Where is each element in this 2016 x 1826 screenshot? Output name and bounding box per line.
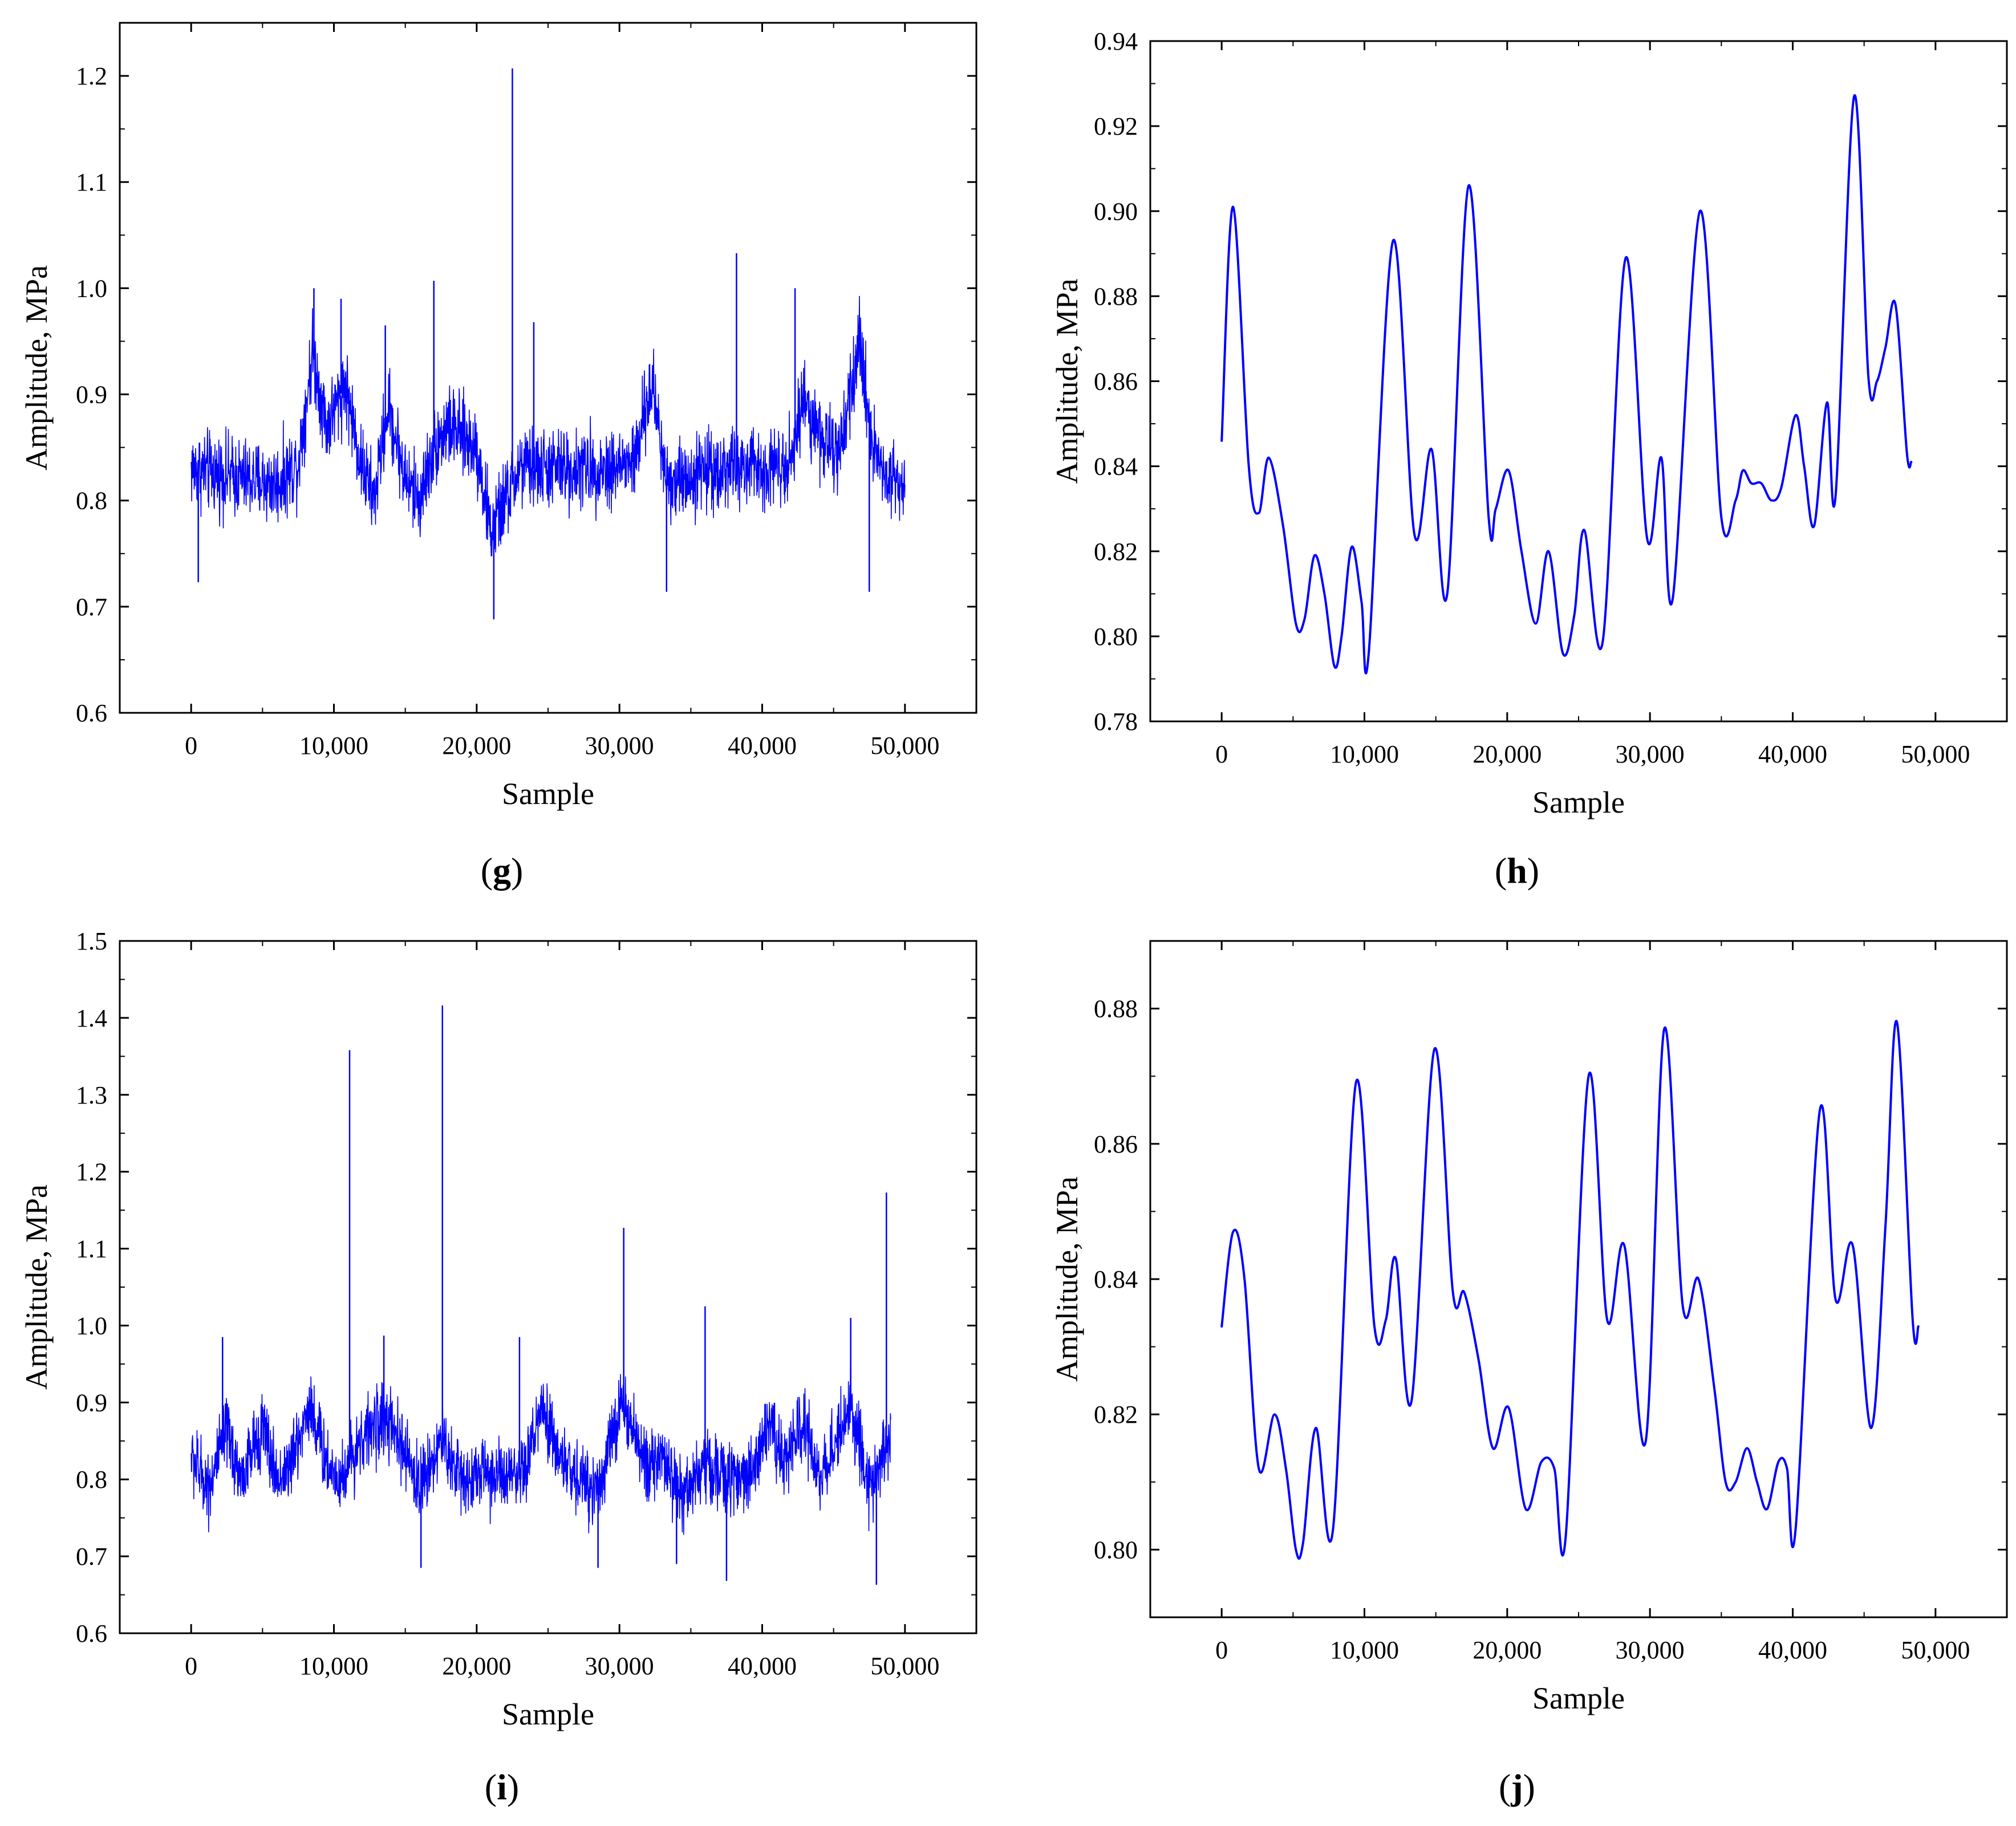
- plot-frame: [119, 940, 977, 1634]
- x-tick-label: 20,000: [1473, 740, 1542, 768]
- y-tick-label: 1.4: [76, 1004, 107, 1032]
- plot-frame: [1149, 940, 2008, 1618]
- y-axis-label: Amplitude, MPa: [1050, 1176, 1084, 1382]
- panel-label: (h): [1495, 850, 1539, 891]
- y-tick-label: 0.80: [1094, 623, 1138, 651]
- x-tick-label: 0: [1215, 1636, 1228, 1664]
- x-axis-label: Sample: [1532, 1681, 1625, 1715]
- x-tick-label: 20,000: [442, 732, 511, 760]
- y-tick-label: 0.94: [1094, 27, 1138, 55]
- x-tick-label: 30,000: [585, 1652, 654, 1680]
- x-tick-label: 40,000: [1758, 1636, 1827, 1664]
- x-tick-label: 0: [185, 1652, 197, 1680]
- y-tick-label: 1.0: [76, 274, 107, 302]
- x-tick-label: 10,000: [1330, 740, 1399, 768]
- x-tick-label: 40,000: [1758, 740, 1827, 768]
- panel-label: (g): [481, 850, 524, 891]
- plot-frame: [1149, 40, 2008, 723]
- x-tick-label: 0: [185, 732, 197, 760]
- x-tick-label: 10,000: [1330, 1636, 1399, 1664]
- x-tick-label: 30,000: [585, 732, 654, 760]
- x-tick-label: 40,000: [728, 1652, 797, 1680]
- x-tick-label: 30,000: [1616, 740, 1685, 768]
- x-tick-label: 10,000: [299, 1652, 368, 1680]
- y-tick-label: 0.6: [76, 1620, 107, 1648]
- y-tick-label: 0.9: [76, 381, 107, 409]
- panel-i: 0 10,000 20,000 30,000 40,000 50,000 0.6 0.7 0.8…: [19, 927, 977, 1807]
- x-tick-label: 40,000: [728, 732, 797, 760]
- y-tick-label: 0.82: [1094, 1401, 1138, 1429]
- y-tick-label: 0.9: [76, 1389, 107, 1417]
- x-axis-label: Sample: [502, 777, 594, 811]
- y-tick-label: 0.6: [76, 699, 107, 727]
- y-tick-label: 0.7: [76, 1543, 107, 1571]
- y-tick-label: 0.8: [76, 487, 107, 515]
- y-tick-label: 0.80: [1094, 1536, 1138, 1564]
- x-tick-label: 50,000: [1901, 740, 1970, 768]
- panel-g: 0 10,000 20,000 30,000 40,000 50,000 0.6 0.7 0.8…: [19, 22, 977, 891]
- x-axis-label: Sample: [502, 1697, 594, 1731]
- y-axis-label: Amplitude, MPa: [1050, 278, 1084, 484]
- y-tick-label: 1.5: [76, 927, 107, 955]
- y-tick-label: 0.90: [1094, 197, 1138, 225]
- y-tick-label: 0.82: [1094, 538, 1138, 566]
- x-tick-label: 50,000: [1901, 1636, 1970, 1664]
- y-axis-label: Amplitude, MPa: [19, 265, 54, 470]
- panel-j: 0 10,000 20,000 30,000 40,000 50,000 0.80 0.82 0…: [1050, 940, 2008, 1807]
- y-tick-label: 1.2: [76, 1158, 107, 1186]
- series-noise: [190, 295, 906, 557]
- y-tick-label: 1.1: [76, 1235, 107, 1263]
- panel-label: (j): [1499, 1767, 1535, 1807]
- x-tick-label: 50,000: [870, 1652, 939, 1680]
- y-tick-label: 0.7: [76, 593, 107, 621]
- x-tick-label: 20,000: [442, 1652, 511, 1680]
- y-tick-label: 0.84: [1094, 453, 1138, 481]
- y-tick-label: 0.88: [1094, 282, 1138, 310]
- plot-frame: [119, 22, 977, 714]
- panel-h: 0 10,000 20,000 30,000 40,000 50,000 0.78 0.80 0…: [1050, 27, 2008, 891]
- series-noise: [190, 1354, 891, 1535]
- x-tick-label: 20,000: [1473, 1636, 1542, 1664]
- y-tick-label: 0.88: [1094, 995, 1138, 1023]
- y-tick-label: 1.1: [76, 168, 107, 196]
- y-tick-label: 1.2: [76, 62, 107, 90]
- y-tick-label: 0.86: [1094, 368, 1138, 396]
- series-line: [1220, 94, 1913, 675]
- x-tick-label: 50,000: [870, 732, 939, 760]
- x-tick-label: 30,000: [1616, 1636, 1685, 1664]
- y-axis-label: Amplitude, MPa: [19, 1184, 54, 1390]
- x-tick-label: 0: [1215, 740, 1228, 768]
- x-axis-label: Sample: [1532, 785, 1625, 819]
- y-tick-label: 0.78: [1094, 708, 1138, 736]
- x-tick-label: 10,000: [299, 732, 368, 760]
- y-tick-label: 0.84: [1094, 1265, 1138, 1293]
- series-line: [1220, 1020, 1920, 1560]
- y-tick-label: 0.8: [76, 1466, 107, 1494]
- panel-label: (i): [485, 1767, 519, 1807]
- y-tick-label: 1.3: [76, 1081, 107, 1109]
- y-tick-label: 0.92: [1094, 112, 1138, 140]
- y-tick-label: 0.86: [1094, 1130, 1138, 1158]
- y-tick-label: 1.0: [76, 1312, 107, 1340]
